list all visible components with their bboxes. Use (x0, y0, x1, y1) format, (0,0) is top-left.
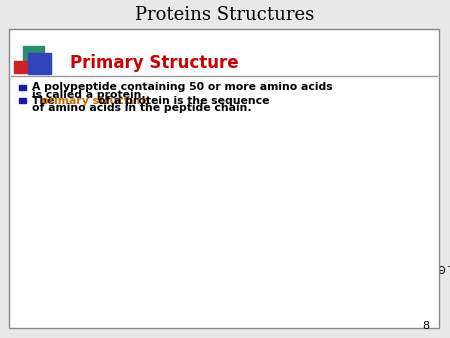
Text: O: O (311, 250, 319, 260)
Text: CH$_3$: CH$_3$ (170, 206, 190, 220)
Text: N: N (136, 265, 143, 275)
Text: C: C (415, 265, 422, 275)
Text: N: N (239, 265, 247, 275)
Text: O: O (104, 250, 112, 260)
Text: O: O (415, 250, 422, 260)
Text: CH: CH (173, 265, 187, 275)
Text: CH: CH (380, 265, 394, 275)
Text: SH: SH (277, 247, 290, 257)
Text: Primary Structure: Primary Structure (70, 53, 238, 72)
Text: H: H (343, 282, 350, 292)
Text: S: S (384, 228, 390, 238)
Text: primary structure: primary structure (41, 96, 149, 106)
Text: C: C (104, 265, 112, 275)
Text: O: O (208, 250, 215, 260)
Text: CH$_3$: CH$_3$ (377, 208, 397, 221)
Text: N: N (343, 265, 350, 275)
Text: C: C (311, 265, 319, 275)
Text: A polypeptide containing 50 or more amino acids: A polypeptide containing 50 or more amin… (32, 82, 332, 92)
Text: The: The (32, 96, 58, 106)
Text: H: H (239, 282, 247, 292)
Text: C: C (208, 265, 215, 275)
Text: CH$-$CH$_3$: CH$-$CH$_3$ (154, 225, 197, 238)
Text: H: H (136, 282, 143, 292)
Text: +: + (47, 260, 54, 269)
Text: of amino acids in the peptide chain.: of amino acids in the peptide chain. (32, 103, 251, 113)
Text: CH: CH (173, 247, 187, 257)
Text: Proteins Structures: Proteins Structures (135, 6, 315, 24)
Text: is called a protein.: is called a protein. (32, 90, 145, 100)
Text: CH$_3$: CH$_3$ (67, 245, 86, 259)
Text: O$^-$: O$^-$ (437, 264, 450, 276)
Text: of a protein is the sequence: of a protein is the sequence (98, 96, 270, 106)
Text: Ala-Leu-Cys-Met: Ala-Leu-Cys-Met (188, 304, 289, 314)
Text: CH: CH (69, 265, 84, 275)
Text: CH$_2$: CH$_2$ (377, 245, 397, 259)
Text: CH: CH (276, 265, 291, 275)
Text: 8: 8 (423, 321, 430, 331)
Text: H$_3$N: H$_3$N (26, 264, 46, 277)
